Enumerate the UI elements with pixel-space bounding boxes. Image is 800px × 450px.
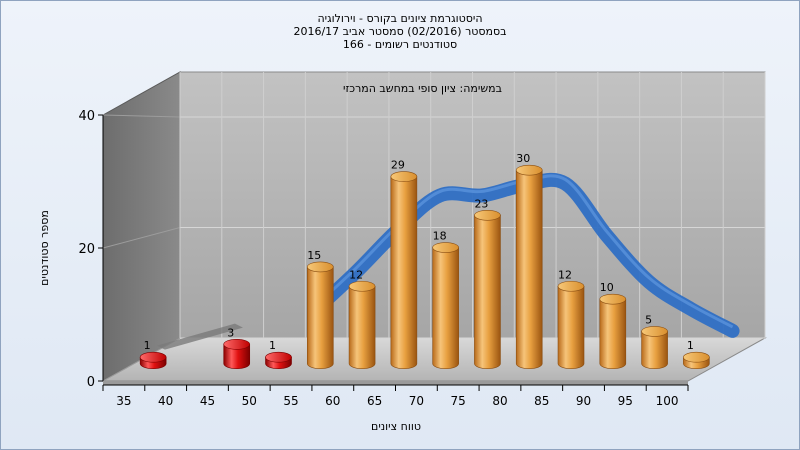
- bar-top: [557, 280, 585, 292]
- bar-top: [390, 171, 418, 182]
- bar-top: [265, 351, 292, 363]
- chart-subtitle: בסמסטר (02/2016) סמסטר אביב 2016/17: [293, 25, 507, 38]
- bar: [348, 285, 376, 369]
- x-axis-label: טווח ציונים: [371, 420, 421, 433]
- x-tick-label: 45: [200, 394, 215, 408]
- bar-top: [515, 164, 543, 176]
- chart-annotation: במשימה: ציון סופי במחשב המרכזי: [343, 82, 502, 95]
- bar-value-label: 30: [516, 152, 530, 165]
- floor-edge: [103, 381, 688, 385]
- y-tick-label: 0: [87, 375, 95, 390]
- bar-top: [306, 261, 334, 273]
- bar-value-label: 29: [391, 159, 405, 172]
- bar: [432, 247, 459, 369]
- bar-top: [223, 339, 251, 350]
- bar: [515, 169, 543, 369]
- bar-top: [139, 351, 167, 363]
- x-tick-label: 100: [656, 394, 679, 408]
- bar-value-label: 15: [307, 249, 321, 262]
- left-wall: [102, 71, 181, 382]
- gridline-side: [102, 227, 181, 249]
- bar-value-label: 23: [474, 197, 488, 210]
- bar-top: [474, 209, 501, 221]
- bar-top: [348, 280, 376, 292]
- bar-value-label: 3: [227, 326, 234, 339]
- bar-value-label: 10: [600, 281, 614, 294]
- x-tick-label: 50: [242, 394, 257, 408]
- bar-top: [683, 351, 710, 363]
- bar-value-label: 1: [144, 339, 151, 352]
- bar: [390, 176, 418, 369]
- chart-title: היסטוגרמת ציונים בקורס - וירולוגיה: [317, 12, 483, 25]
- x-tick-label: 75: [451, 394, 466, 408]
- x-tick-label: 65: [367, 394, 382, 408]
- bar-value-label: 5: [645, 313, 652, 326]
- x-tick-label: 60: [325, 394, 340, 408]
- bar: [474, 214, 501, 369]
- bar: [641, 331, 668, 369]
- bar-top: [599, 293, 627, 305]
- x-tick-label: 70: [409, 394, 424, 408]
- x-tick-label: 40: [158, 394, 173, 408]
- bar: [223, 344, 251, 369]
- gridline-side: [102, 114, 181, 118]
- bar: [599, 298, 627, 369]
- x-tick-label: 95: [618, 394, 633, 408]
- x-tick-label: 55: [283, 394, 298, 408]
- empty-bar-shadow: [156, 323, 243, 350]
- bar-value-label: 12: [349, 268, 363, 281]
- y-tick-label: 40: [78, 109, 95, 124]
- x-tick-label: 80: [492, 394, 507, 408]
- bar-value-label: 12: [558, 268, 572, 281]
- bar: [306, 266, 334, 369]
- bar-top: [432, 242, 459, 253]
- bar-value-label: 18: [433, 230, 447, 243]
- x-tick-label: 85: [534, 394, 549, 408]
- y-tick-label: 20: [78, 242, 95, 257]
- bar: [557, 285, 585, 369]
- chart-subtitle-2: סטודנטים רשומים - 166: [342, 38, 458, 51]
- x-tick-label: 35: [116, 394, 131, 408]
- bar-top: [641, 326, 668, 337]
- bar-value-label: 1: [269, 339, 276, 352]
- y-axis-label: מספר סטודנטים: [38, 210, 51, 286]
- bar-value-label: 1: [687, 339, 694, 352]
- x-tick-label: 90: [576, 394, 591, 408]
